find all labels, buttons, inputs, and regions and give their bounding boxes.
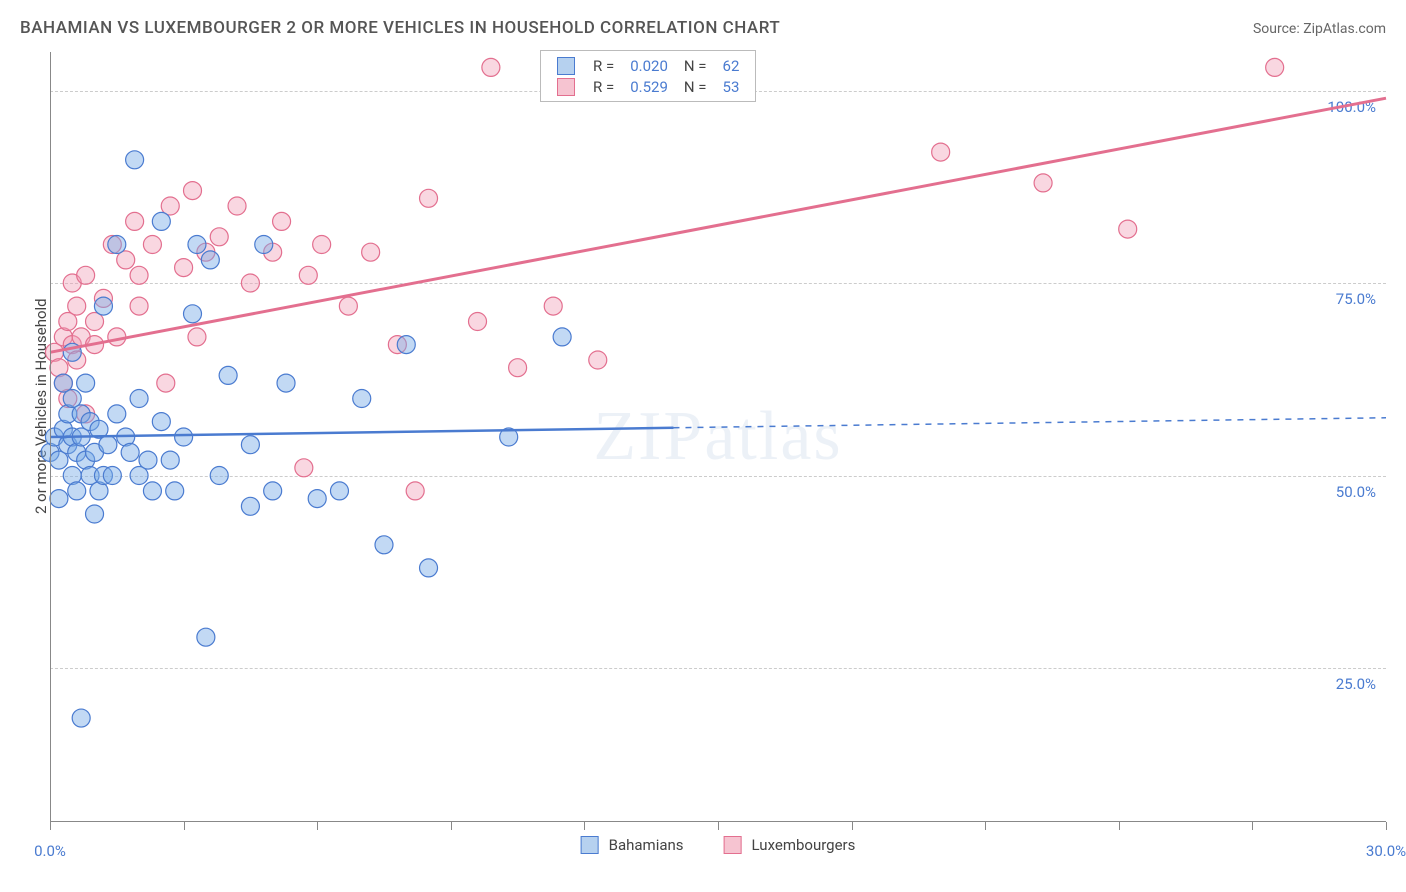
- scatter-svg: [50, 52, 1386, 822]
- legend-swatch: [557, 78, 575, 96]
- y-axis-title: 2 or more Vehicles in Household: [32, 298, 50, 514]
- correlation-legend: R =0.020N =62R =0.529N =53: [540, 50, 756, 102]
- header-row: BAHAMIAN VS LUXEMBOURGER 2 OR MORE VEHIC…: [20, 18, 1386, 38]
- x-tick-mark: [451, 822, 452, 830]
- legend-swatch: [581, 836, 599, 854]
- x-tick-label: 30.0%: [1366, 842, 1406, 860]
- chart-title: BAHAMIAN VS LUXEMBOURGER 2 OR MORE VEHIC…: [20, 18, 780, 38]
- x-tick-mark: [1119, 822, 1120, 830]
- x-axis-line: [50, 821, 1386, 822]
- legend-label: Luxembourgers: [752, 836, 856, 854]
- x-tick-mark: [852, 822, 853, 830]
- x-tick-mark: [184, 822, 185, 830]
- series-legend: Bahamians Luxembourgers: [581, 836, 856, 854]
- source-value: ZipAtlas.com: [1303, 21, 1386, 37]
- legend-row: R =0.529N =53: [549, 76, 747, 97]
- x-tick-mark: [1252, 822, 1253, 830]
- source-label: Source:: [1253, 21, 1300, 37]
- legend-item: Bahamians: [581, 836, 684, 854]
- legend-row: R =0.020N =62: [549, 55, 747, 76]
- legend-label: Bahamians: [609, 836, 684, 854]
- x-tick-mark: [50, 822, 51, 830]
- chart-container: BAHAMIAN VS LUXEMBOURGER 2 OR MORE VEHIC…: [0, 0, 1406, 892]
- x-tick-mark: [718, 822, 719, 830]
- x-tick-label: 0.0%: [34, 842, 66, 860]
- x-tick-mark: [584, 822, 585, 830]
- legend-item: Luxembourgers: [724, 836, 856, 854]
- x-tick-mark: [1386, 822, 1387, 830]
- legend-swatch: [557, 57, 575, 75]
- x-tick-mark: [317, 822, 318, 830]
- source-attribution: Source: ZipAtlas.com: [1253, 21, 1386, 37]
- y-axis-line: [50, 52, 51, 822]
- plot-area: 25.0%50.0%75.0%100.0%0.0%30.0% 2 or more…: [50, 52, 1386, 822]
- legend-swatch: [724, 836, 742, 854]
- x-tick-mark: [985, 822, 986, 830]
